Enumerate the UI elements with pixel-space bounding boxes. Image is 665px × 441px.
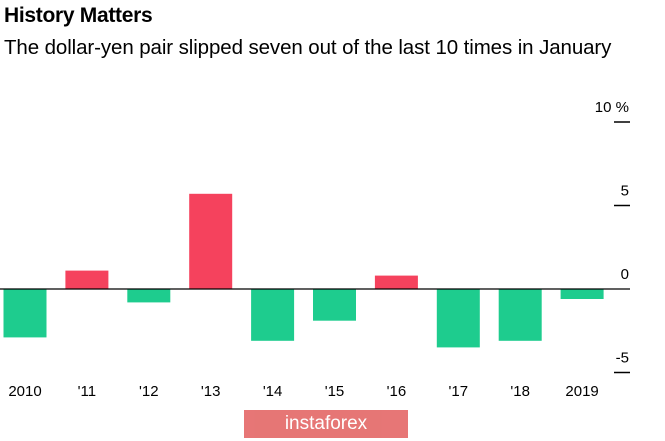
x-tick-label-4: '14 xyxy=(263,383,283,400)
bar-8 xyxy=(498,289,542,341)
chart-subtitle: The dollar-yen pair slipped seven out of… xyxy=(4,36,612,59)
bar-2 xyxy=(127,289,171,303)
bar-6 xyxy=(374,275,418,289)
x-tick-label-1: '11 xyxy=(78,383,96,400)
bar-7 xyxy=(436,289,480,348)
x-tick-label-3: '13 xyxy=(201,383,221,400)
bar-5 xyxy=(313,289,356,321)
x-tick-label-2: '12 xyxy=(139,383,159,400)
x-tick-label-5: '15 xyxy=(325,383,345,400)
watermark-text: instaforex xyxy=(284,413,368,434)
y-tick-label-0: 10 % xyxy=(595,99,629,116)
bar-9 xyxy=(560,289,604,299)
y-tick-label-2: 0 xyxy=(621,266,629,283)
x-tick-label-9: 2019 xyxy=(565,383,598,400)
chart-title: History Matters xyxy=(4,4,153,27)
bar-0 xyxy=(3,289,47,338)
x-tick-label-8: '18 xyxy=(510,383,530,400)
x-tick-label-7: '17 xyxy=(449,383,469,400)
x-tick-label-0: 2010 xyxy=(8,383,41,400)
bar-3 xyxy=(189,193,233,289)
x-tick-label-6: '16 xyxy=(387,383,407,400)
bar-4 xyxy=(251,289,295,341)
watermark-logo: instaforex xyxy=(244,410,408,438)
y-tick-label-3: -5 xyxy=(616,350,629,367)
y-tick-label-1: 5 xyxy=(621,183,629,200)
bar-1 xyxy=(65,270,109,289)
